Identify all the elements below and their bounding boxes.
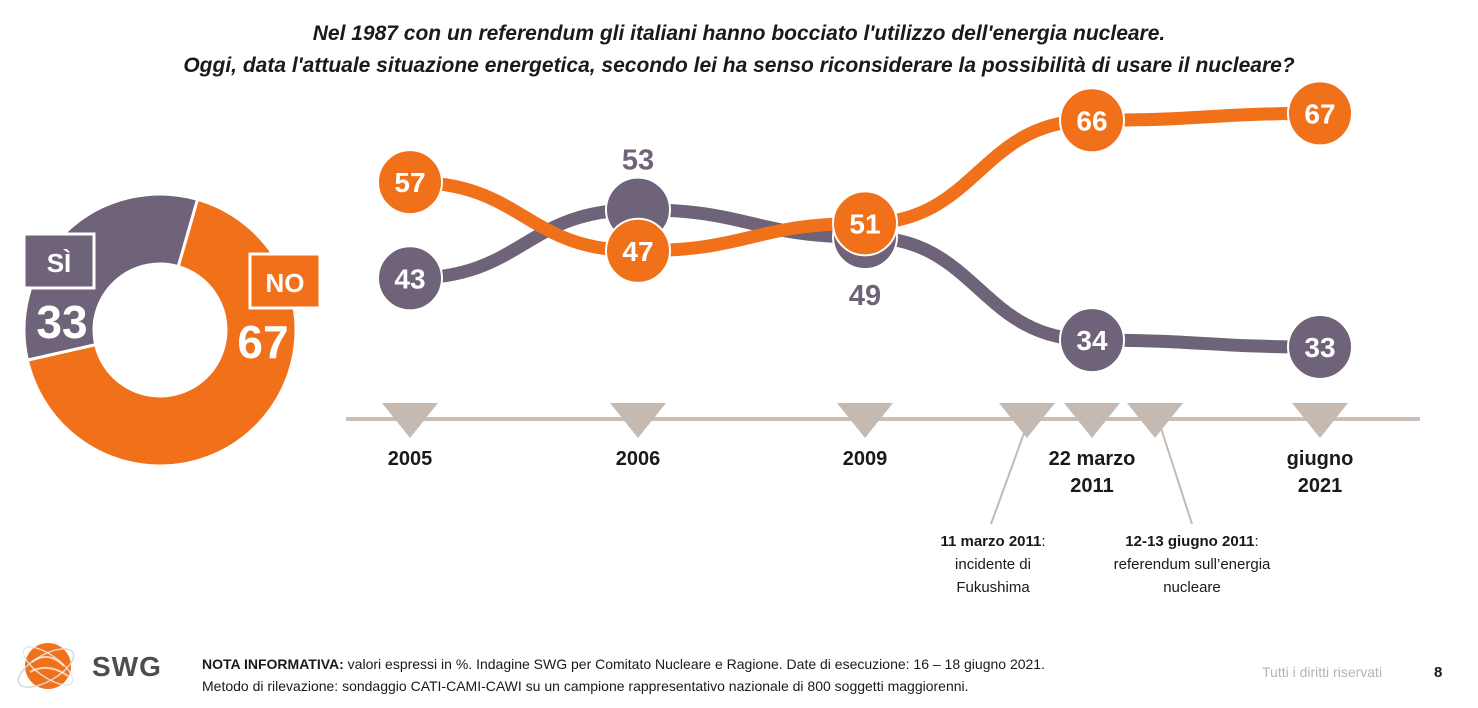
annotation-0-line-1: Fukushima: [956, 579, 1030, 596]
si-value: 33: [36, 296, 87, 348]
label-si-0: 43: [394, 263, 425, 294]
rights-text: Tutti i diritti riservati: [1262, 664, 1383, 680]
label-si-3: 34: [1076, 325, 1108, 356]
title-line-1: Nel 1987 con un referendum gli italiani …: [312, 22, 1166, 45]
swg-logo-icon: [17, 643, 75, 689]
category-label-3-0: 22 marzo: [1049, 448, 1136, 470]
donut-slice-no: [25, 197, 298, 468]
fukushima-pointer: [990, 424, 1028, 525]
method-text: Metodo di rilevazione: sondaggio CATI-CA…: [202, 678, 969, 694]
tick-fukushima: [999, 403, 1055, 438]
tick-2009: [837, 403, 893, 438]
page-number: 8: [1434, 664, 1443, 681]
tick-jun-2021: [1292, 403, 1348, 438]
tick-mar-2011: [1064, 403, 1120, 438]
label-no-3: 66: [1076, 105, 1107, 136]
si-label-box: [22, 232, 96, 290]
annotation-0-line-0: incidente di: [955, 556, 1031, 573]
annotation-1-line-0: referendum sull’energia: [1114, 556, 1271, 573]
footer-note: NOTA INFORMATIVA: valori espressi in %. …: [202, 653, 1045, 697]
category-label-2-0: 2009: [843, 448, 888, 470]
chart-title: Nel 1987 con un referendum gli italiani …: [0, 18, 1478, 82]
marker-si-3: [1059, 307, 1125, 374]
si-label: SÌ: [47, 248, 72, 278]
label-no-4: 67: [1304, 98, 1335, 129]
logo-text: SWG: [92, 651, 162, 682]
marker-si-0: [377, 245, 443, 312]
annotation-1-line-1: nucleare: [1163, 579, 1221, 596]
marker-no-1: [605, 217, 671, 284]
category-label-0-0: 2005: [388, 448, 433, 470]
note-text: valori espressi in %. Indagine SWG per C…: [343, 656, 1045, 672]
category-label-3-1: 2011: [1070, 475, 1113, 497]
category-label-1-0: 2006: [616, 448, 661, 470]
no-label-box: [248, 252, 322, 310]
marker-no-4: [1287, 80, 1353, 147]
note-label: NOTA INFORMATIVA:: [202, 656, 344, 672]
label-si-2: 49: [849, 280, 881, 312]
category-label-4-1: 2021: [1298, 475, 1343, 497]
tick-2005: [382, 403, 438, 438]
label-no-0: 57: [394, 167, 425, 198]
category-label-4-0: giugno: [1287, 448, 1354, 470]
chart-canvas: SÌ 33 NO 67 43 57 34 66 33 67 53 47 49 51 2005 2006 2009…: [22, 80, 1420, 596]
marker-no-2: [832, 190, 898, 257]
label-si-4: 33: [1304, 332, 1335, 363]
annotation-0-title: 11 marzo 2011:: [940, 533, 1045, 550]
marker-no-0: [377, 149, 443, 216]
marker-no-3: [1059, 87, 1125, 154]
marker-si-4: [1287, 313, 1353, 380]
label-no-1: 47: [622, 236, 653, 267]
title-line-2: Oggi, data l'attuale situazione energeti…: [183, 54, 1295, 77]
annotation-1-title: 12-13 giugno 2011:: [1125, 533, 1258, 550]
no-label: NO: [266, 268, 305, 298]
tick-referendum: [1127, 403, 1183, 438]
label-si-1: 53: [622, 145, 654, 177]
tick-2006: [610, 403, 666, 438]
label-no-2: 51: [849, 208, 880, 239]
no-value: 67: [237, 316, 288, 368]
referendum-pointer: [1159, 424, 1193, 525]
